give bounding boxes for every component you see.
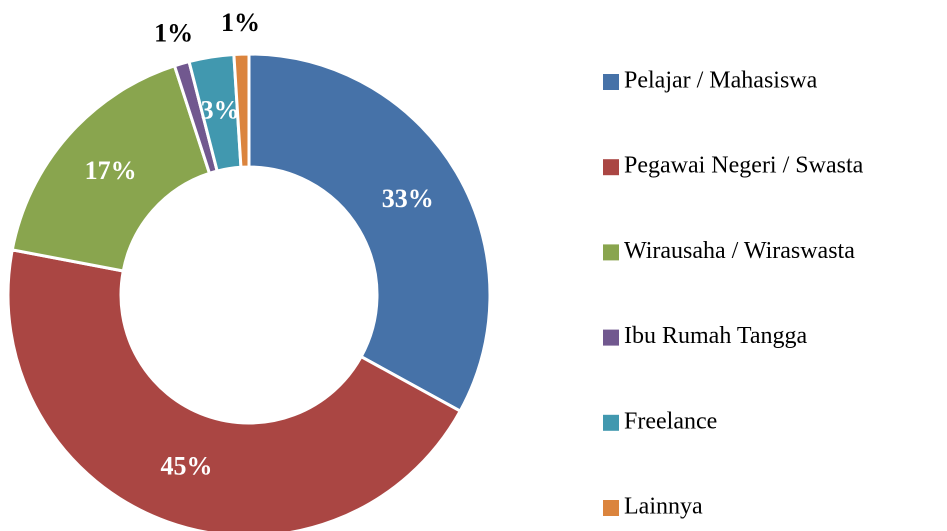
legend-swatch	[603, 414, 619, 431]
legend-label: Pegawai Negeri / Swasta	[624, 153, 864, 179]
legend-swatch	[603, 74, 619, 90]
data-label: 33%	[382, 184, 434, 213]
legend-label: Freelance	[624, 408, 717, 434]
legend-swatch	[603, 329, 619, 346]
donut-segment	[247, 52, 492, 414]
legend-swatch	[603, 159, 619, 176]
donut-segment	[6, 248, 463, 531]
legend-swatch	[603, 500, 619, 516]
legend-label: Wirausaha / Wiraswasta	[624, 238, 855, 264]
donut-segment	[232, 52, 251, 169]
data-label: 45%	[161, 452, 213, 481]
legend-label: Ibu Rumah Tangga	[624, 323, 808, 349]
data-label: 1%	[154, 19, 193, 48]
legend-label: Pelajar / Mahasiswa	[624, 68, 818, 94]
data-label: 3%	[201, 96, 240, 125]
legend-swatch	[603, 244, 619, 261]
donut-segment	[10, 63, 212, 273]
data-label: 1%	[221, 8, 260, 37]
data-label: 17%	[85, 156, 137, 185]
legend-label: Lainnya	[624, 494, 703, 520]
